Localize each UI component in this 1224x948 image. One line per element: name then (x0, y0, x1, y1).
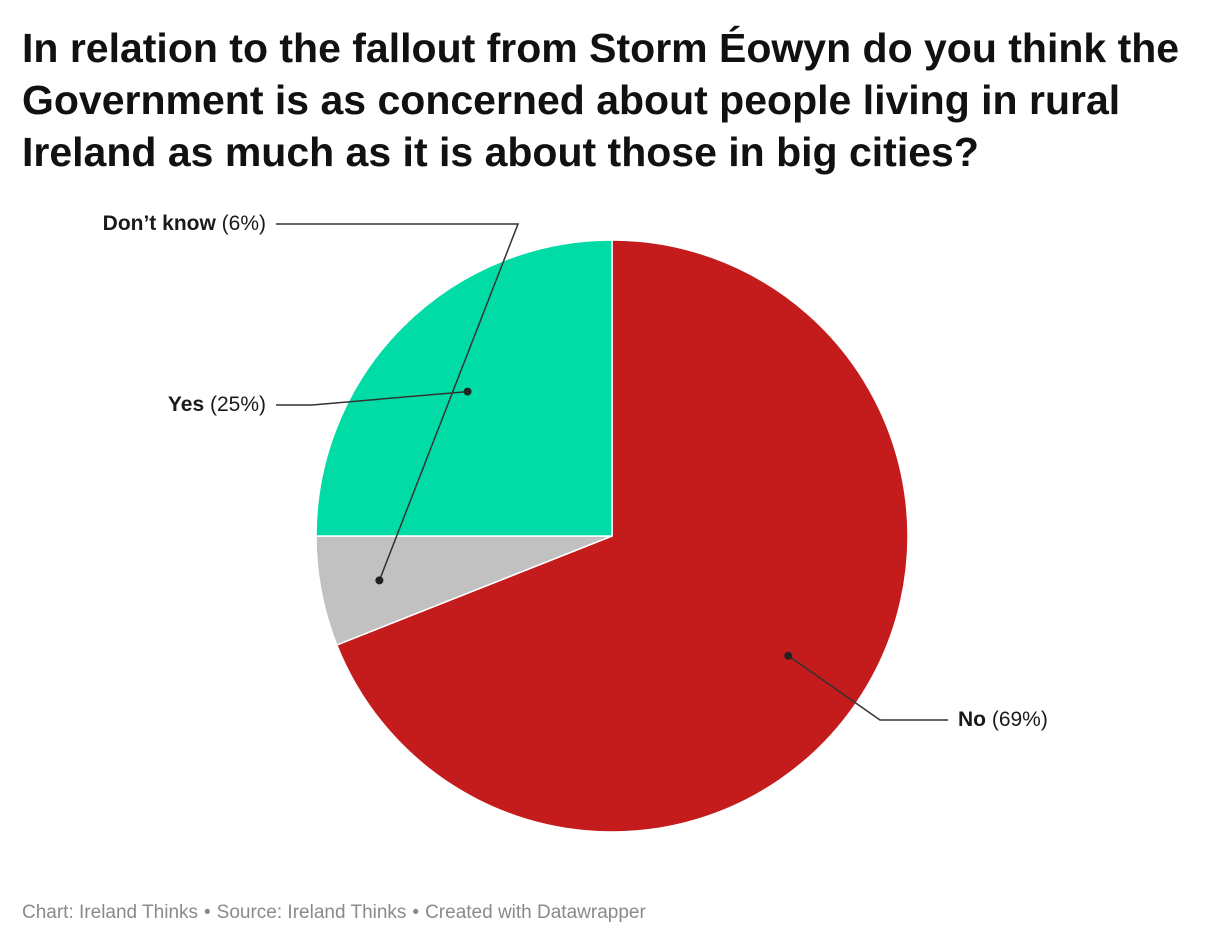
leader-line-yes (276, 390, 468, 406)
slice-label-name: No (958, 708, 986, 731)
slice-label-value: (25%) (204, 393, 266, 416)
pie-slice-no (335, 239, 909, 833)
chart-title: In relation to the fallout from Storm Éo… (22, 25, 1180, 175)
slice-label-name: Don’t know (103, 212, 217, 235)
leader-line-don-t-know (276, 223, 520, 581)
slice-label-name: Yes (168, 393, 204, 416)
slice-label-no: No (69%) (958, 708, 1048, 731)
slice-label-value: (69%) (986, 708, 1048, 731)
slice-label-don-t-know: Don’t know (6%) (103, 212, 266, 235)
pie-slice-yes (315, 239, 613, 537)
leader-dot-yes (463, 387, 472, 396)
datawrapper-link[interactable]: Created with Datawrapper (425, 902, 646, 923)
label-leader-lines (276, 223, 948, 721)
slice-label-value: (6%) (216, 212, 266, 235)
chart-credit: Chart: Ireland Thinks (22, 902, 199, 923)
slice-labels: No (69%) Don’t know (6%) Yes (25%) (103, 212, 1048, 731)
footer-separator: • (412, 902, 420, 923)
leader-dot-no (784, 651, 793, 660)
leader-line-no (787, 655, 948, 721)
chart-footer: Chart: Ireland Thinks • Source: Ireland Th… (22, 902, 646, 924)
pie-slices (315, 239, 909, 833)
leader-dot-don-t-know (375, 576, 384, 585)
footer-separator: • (204, 902, 211, 923)
source-link[interactable]: Source: Ireland Thinks (216, 902, 407, 923)
slice-label-yes: Yes (25%) (168, 393, 266, 416)
